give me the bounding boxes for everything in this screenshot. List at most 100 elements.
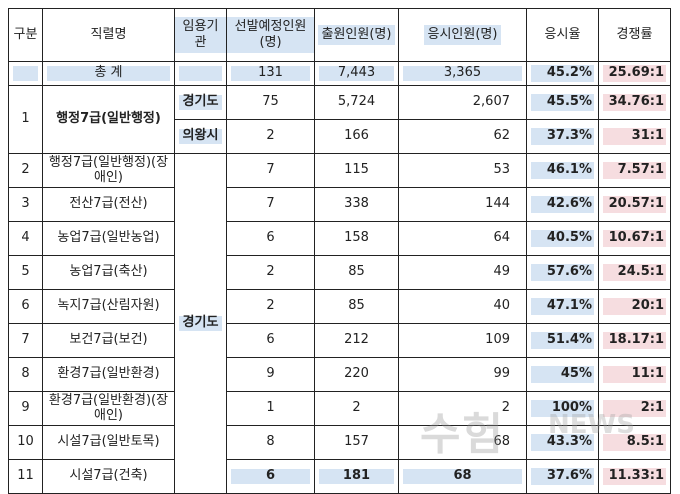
- total-agency-cell: [174, 61, 227, 86]
- row-agency: 경기도: [174, 85, 227, 120]
- row-eungsi: 53: [398, 153, 527, 188]
- row-comp: 10.67:1: [598, 221, 671, 256]
- row-rate: 45.5%: [526, 85, 599, 120]
- row-rate: 46.1%: [526, 153, 599, 188]
- row-seonbal: 1: [226, 391, 315, 426]
- row-rate: 42.6%: [526, 187, 599, 222]
- row-seonbal: 6: [226, 221, 315, 256]
- watermark-news: NEWS: [548, 410, 635, 440]
- row-no: 8: [8, 357, 43, 392]
- row-rate: 47.1%: [526, 289, 599, 324]
- row-name: 농업7급(축산): [42, 255, 175, 290]
- row-name: 시설7급(건축): [42, 459, 175, 494]
- row-comp: 7.57:1: [598, 153, 671, 188]
- header-jikryeol: 직렬명: [42, 8, 175, 62]
- row-name: 보건7급(보건): [42, 323, 175, 358]
- row-eungsi: 68: [398, 459, 527, 494]
- total-chulwon: 7,443: [314, 61, 399, 86]
- header-gubun: 구분: [8, 8, 43, 62]
- header-gyeongjaeng: 경쟁률: [598, 8, 671, 62]
- row-comp: 31:1: [598, 119, 671, 154]
- row-seonbal: 2: [226, 255, 315, 290]
- row-no: 9: [8, 391, 43, 426]
- total-eungsiyul: 45.2%: [526, 61, 599, 86]
- row-comp: 18.17:1: [598, 323, 671, 358]
- row-comp: 20:1: [598, 289, 671, 324]
- table-row: 10 시설7급(일반토목) 8 157 68 43.3% 8.5:1: [8, 425, 671, 460]
- row-seonbal: 6: [226, 459, 315, 494]
- row-no: 5: [8, 255, 43, 290]
- row-comp: 8.5:1: [598, 425, 671, 460]
- row-chulwon: 2: [314, 391, 399, 426]
- row-seonbal: 9: [226, 357, 315, 392]
- row-rate: 40.5%: [526, 221, 599, 256]
- total-seonbal: 131: [226, 61, 315, 86]
- total-row: 총 계 131 7,443 3,365 45.2% 25.69:1: [8, 61, 671, 86]
- row-chulwon: 5,724: [314, 85, 399, 120]
- row-chulwon: 85: [314, 255, 399, 290]
- total-gubun-cell: [8, 61, 43, 86]
- row-rate: 37.3%: [526, 119, 599, 154]
- row-rate: 51.4%: [526, 323, 599, 358]
- total-eungsi: 3,365: [398, 61, 527, 86]
- row-comp: 34.76:1: [598, 85, 671, 120]
- row-name: 농업7급(일반농업): [42, 221, 175, 256]
- row-agency: 의왕시: [174, 119, 227, 154]
- table-row: 7 보건7급(보건) 6 212 109 51.4% 18.17:1: [8, 323, 671, 358]
- row-chulwon: 220: [314, 357, 399, 392]
- row-seonbal: 7: [226, 153, 315, 188]
- row-name: 행정7급(일반행정)(장애인): [42, 153, 175, 188]
- row-seonbal: 2: [226, 119, 315, 154]
- row-seonbal: 6: [226, 323, 315, 358]
- row-chulwon: 166: [314, 119, 399, 154]
- header-seonbal: 선발예정인원(명): [226, 8, 315, 62]
- table-row: 6 녹지7급(산림자원) 2 85 40 47.1% 20:1: [8, 289, 671, 324]
- row-seonbal: 7: [226, 187, 315, 222]
- row-no: 1: [8, 85, 43, 154]
- row-chulwon: 115: [314, 153, 399, 188]
- total-label: 총 계: [42, 61, 175, 86]
- row-name: 시설7급(일반토목): [42, 425, 175, 460]
- row-chulwon: 157: [314, 425, 399, 460]
- row-no: 3: [8, 187, 43, 222]
- row-no: 6: [8, 289, 43, 324]
- row-comp: 11:1: [598, 357, 671, 392]
- row-name: 환경7급(일반환경): [42, 357, 175, 392]
- row-name: 환경7급(일반환경)(장애인): [42, 391, 175, 426]
- table-row: 4 농업7급(일반농업) 6 158 64 40.5% 10.67:1: [8, 221, 671, 256]
- row-eungsi: 49: [398, 255, 527, 290]
- row-eungsi: 62: [398, 119, 527, 154]
- row-name: 녹지7급(산림자원): [42, 289, 175, 324]
- table-row: 8 환경7급(일반환경) 9 220 99 45% 11:1: [8, 357, 671, 392]
- total-gyeongjaeng: 25.69:1: [598, 61, 671, 86]
- row-eungsi: 68: [398, 425, 527, 460]
- row-chulwon: 181: [314, 459, 399, 494]
- row-eungsi: 99: [398, 357, 527, 392]
- row-rate: 37.6%: [526, 459, 599, 494]
- table-row: 9 환경7급(일반환경)(장애인) 1 2 2 100% 2:1: [8, 391, 671, 426]
- row-no: 10: [8, 425, 43, 460]
- row-rate: 45%: [526, 357, 599, 392]
- row-chulwon: 158: [314, 221, 399, 256]
- watermark-logo: 수험: [420, 409, 505, 460]
- row-rate: 57.6%: [526, 255, 599, 290]
- row-no: 11: [8, 459, 43, 494]
- row-no: 7: [8, 323, 43, 358]
- row-comp: 20.57:1: [598, 187, 671, 222]
- table-row: 11 시설7급(건축) 6 181 68 37.6% 11.33:1: [8, 459, 671, 494]
- row-comp: 11.33:1: [598, 459, 671, 494]
- header-eungsi: 응시인원(명): [398, 8, 527, 62]
- row-seonbal: 8: [226, 425, 315, 460]
- row-eungsi: 109: [398, 323, 527, 358]
- row-no: 4: [8, 221, 43, 256]
- row-seonbal: 2: [226, 289, 315, 324]
- header-imyong: 임용기관: [174, 8, 227, 62]
- header-eungsiyul: 응시율: [526, 8, 599, 62]
- header-row: 구분 직렬명 임용기관 선발예정인원(명) 출원인원(명) 응시인원(명) 응시…: [8, 8, 671, 62]
- recruitment-stats-table: 구분 직렬명 임용기관 선발예정인원(명) 출원인원(명) 응시인원(명) 응시…: [8, 8, 671, 494]
- table-row: 5 농업7급(축산) 2 85 49 57.6% 24.5:1: [8, 255, 671, 290]
- row-rate: 100%: [526, 391, 599, 426]
- row-chulwon: 338: [314, 187, 399, 222]
- row-name: 전산7급(전산): [42, 187, 175, 222]
- row-eungsi: 144: [398, 187, 527, 222]
